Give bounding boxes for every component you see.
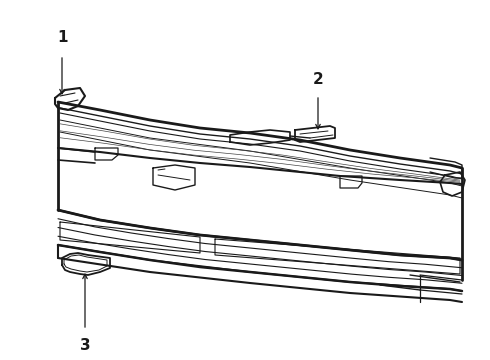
Text: 2: 2: [313, 72, 323, 87]
Text: 1: 1: [58, 31, 68, 45]
Text: 3: 3: [80, 338, 90, 352]
